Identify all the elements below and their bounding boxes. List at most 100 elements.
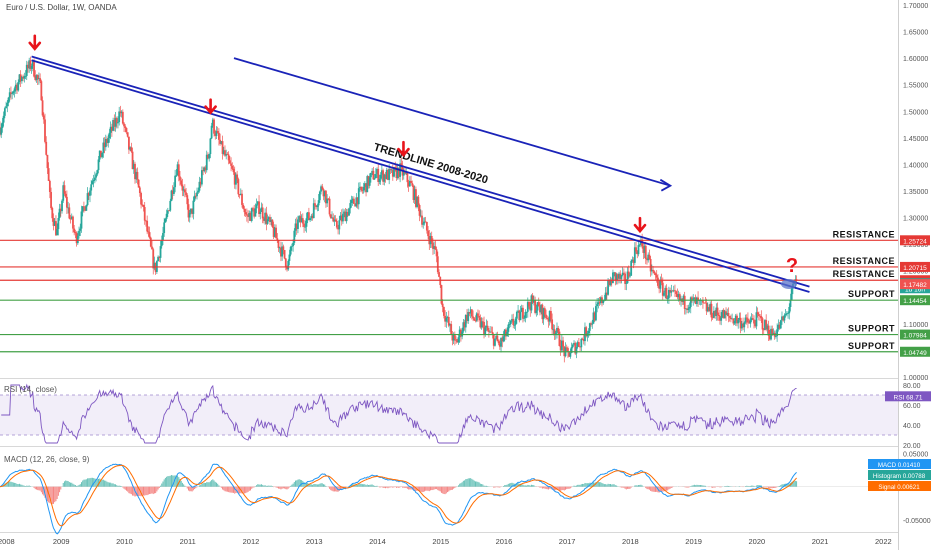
candle-body (385, 169, 388, 179)
candle-body (693, 297, 696, 299)
candle-body (215, 131, 218, 136)
candle-body (777, 324, 780, 330)
candle-body (259, 211, 262, 215)
candle-body (519, 311, 522, 321)
candle-body (650, 269, 653, 272)
price-tick-label: 1.60000 (903, 56, 928, 63)
candle-body (534, 300, 537, 313)
candle-body (130, 147, 133, 152)
candle-body (62, 185, 65, 201)
candle-body (706, 307, 709, 312)
candle-body (370, 172, 372, 178)
candle-body (739, 317, 742, 329)
candle-body (722, 310, 725, 319)
candle-body (42, 115, 45, 120)
candle-body (342, 213, 344, 222)
price-tag-label: 1.20715 (903, 265, 927, 272)
candle-body (435, 249, 438, 257)
candle-body (14, 84, 17, 89)
candle-body (421, 215, 423, 225)
time-tick-label: 2011 (180, 537, 196, 546)
candle-body (168, 210, 170, 212)
candle-body (624, 273, 626, 284)
candle-body (93, 177, 96, 180)
candle-body (573, 342, 575, 345)
candle-body (512, 318, 515, 325)
candle-body (674, 290, 676, 292)
candle-body (338, 220, 341, 230)
candle-body (467, 312, 470, 321)
candle-body (501, 337, 504, 342)
peak-arrow-icon (633, 216, 647, 234)
candle-body (434, 246, 437, 250)
candle-body (407, 182, 410, 187)
candle-body (284, 258, 287, 267)
candle-body (315, 205, 318, 208)
macd-value-label: Signal 0.00621 (878, 484, 920, 491)
candle-body (740, 323, 743, 329)
candle-body (530, 295, 533, 311)
candle-body (374, 174, 377, 179)
candle-body (339, 215, 342, 221)
price-tick-label: 1.25000 (903, 242, 928, 249)
candle-body (64, 193, 67, 197)
time-tick-label: 2010 (116, 537, 133, 546)
candle-body (635, 247, 637, 252)
candle-body (446, 316, 449, 318)
candle-body (78, 230, 80, 236)
candle-body (397, 167, 400, 177)
macd-tick-label: 0.05000 (903, 451, 928, 458)
candle-body (734, 315, 737, 321)
candle-body (182, 189, 185, 191)
candle-body (191, 208, 194, 214)
candle-body (371, 170, 374, 173)
candle-body (626, 271, 629, 284)
time-tick-label: 2012 (243, 537, 260, 546)
rsi-line (1, 383, 797, 444)
candle-body (50, 191, 52, 209)
candle-body (331, 217, 333, 219)
candle-body (299, 216, 302, 223)
candle-body (494, 338, 496, 346)
price-tag-label: 1.07984 (903, 333, 927, 340)
candle-body (789, 299, 792, 307)
candle-body (23, 76, 26, 79)
candle-body (89, 190, 91, 196)
candle-body (528, 302, 530, 307)
candle-body (419, 215, 422, 217)
candle-body (604, 292, 607, 300)
macd-title: MACD (12, 26, close, 9) (4, 455, 90, 464)
candle-body (469, 309, 472, 314)
time-tick-label: 2016 (496, 537, 513, 546)
candle-body (782, 316, 785, 321)
candle-body (432, 242, 434, 249)
candle-body (423, 221, 426, 224)
candle-body (602, 300, 605, 304)
candle-body (492, 334, 495, 346)
candle-body (3, 108, 6, 116)
candle-body (76, 235, 79, 244)
candle-body (362, 186, 365, 191)
candle-body (163, 222, 166, 234)
candle-body (286, 266, 288, 270)
time-tick-label: 2013 (306, 537, 323, 546)
candle-body (576, 342, 579, 347)
candle-body (670, 290, 673, 293)
time-tick-label: 2018 (622, 537, 639, 546)
candle-body (498, 343, 501, 347)
candle-body (496, 335, 499, 342)
candle-body (17, 82, 20, 91)
candle-body (445, 317, 448, 322)
candle-body (633, 247, 636, 263)
candle-body (609, 279, 612, 286)
candle-body (149, 237, 152, 247)
candle-body (441, 303, 444, 307)
candle-body (408, 180, 411, 187)
candle-body (354, 203, 357, 207)
candle-body (659, 279, 662, 289)
candle-body (489, 331, 492, 333)
candle-body (314, 203, 316, 206)
candle-body (295, 223, 298, 229)
candle-body (263, 218, 265, 221)
candle-body (652, 269, 654, 272)
